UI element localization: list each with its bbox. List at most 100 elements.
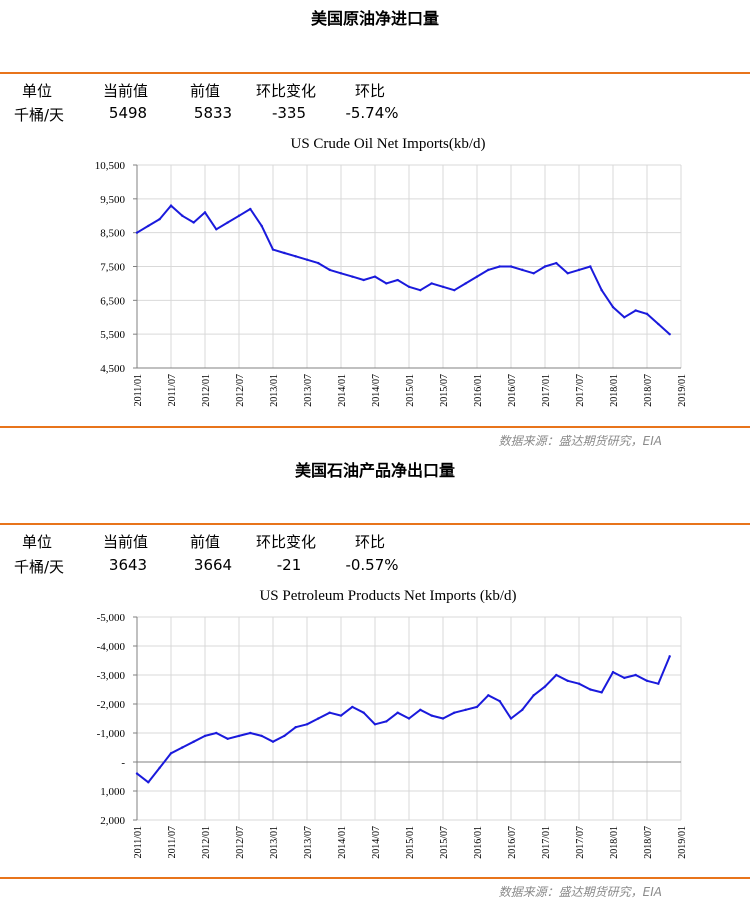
data-point	[453, 288, 456, 292]
data-point	[611, 670, 615, 674]
y-tick-label: 7,500	[100, 262, 125, 274]
products-section-title: 美国石油产品净出口量	[294, 461, 455, 480]
data-point	[135, 772, 139, 775]
x-tick-label: 2018/01	[609, 374, 620, 407]
data-point	[305, 258, 309, 261]
y-tick-label: -4,000	[97, 641, 126, 653]
data-point	[226, 221, 229, 224]
data-point	[305, 723, 309, 726]
data-point	[237, 214, 241, 217]
data-point	[396, 278, 399, 282]
y-tick-label: -2,000	[97, 699, 126, 711]
data-point	[623, 316, 626, 319]
x-tick-label: 2016/07	[507, 374, 518, 407]
data-point	[634, 309, 637, 312]
x-tick-label: 2016/01	[473, 826, 484, 859]
data-point	[158, 766, 161, 769]
data-point	[192, 221, 195, 224]
y-tick-label: 1,000	[100, 786, 125, 798]
y-tick-label: 8,500	[100, 228, 125, 240]
y-tick-label: 5,500	[100, 329, 125, 341]
data-point	[487, 694, 490, 697]
data-point	[543, 685, 547, 688]
data-point	[362, 278, 365, 282]
data-point	[351, 275, 354, 278]
x-tick-label: 2018/07	[643, 374, 654, 407]
x-tick-label: 2013/01	[269, 826, 280, 859]
data-point	[577, 682, 581, 685]
products-value-unit: 千桶/天	[14, 558, 65, 576]
data-point	[464, 282, 467, 285]
x-tick-label: 2014/07	[371, 374, 382, 407]
products-header-unit: 单位	[22, 533, 53, 551]
crude-header-current: 当前值	[103, 82, 149, 100]
data-point	[249, 731, 252, 735]
data-point	[441, 285, 445, 288]
data-point	[203, 734, 207, 738]
data-point	[509, 717, 513, 720]
x-tick-label: 2015/01	[405, 374, 416, 407]
crude-imports-chart: US Crude Oil Net Imports(kb/d) 2011/01 201…	[95, 136, 688, 407]
data-point	[555, 673, 558, 677]
data-point	[475, 275, 479, 278]
data-point	[566, 272, 569, 275]
x-tick-label: 2014/01	[337, 826, 348, 859]
data-point	[362, 711, 365, 714]
products-bottom-rule	[0, 877, 750, 879]
data-point	[181, 746, 184, 749]
x-tick-label: 2014/07	[371, 826, 382, 859]
data-point	[147, 781, 150, 784]
crude-header-pct: 环比	[355, 82, 386, 100]
data-point	[498, 265, 501, 268]
data-point	[498, 699, 501, 703]
y-tick-label: 10,500	[95, 160, 126, 172]
series-line	[136, 656, 671, 784]
data-point	[192, 740, 195, 743]
data-point	[509, 265, 513, 268]
data-point	[453, 711, 456, 714]
data-point	[657, 682, 660, 685]
data-point	[339, 714, 343, 717]
data-point	[611, 305, 615, 309]
data-point	[215, 228, 218, 231]
data-point	[203, 211, 207, 214]
data-point	[294, 255, 297, 258]
data-point	[215, 731, 218, 735]
data-point	[181, 214, 184, 217]
data-point	[600, 691, 603, 694]
data-point	[668, 333, 671, 336]
x-tick-label: 2012/01	[201, 374, 212, 407]
y-tick-label: -	[121, 757, 125, 769]
data-point	[532, 694, 535, 697]
data-point	[351, 705, 354, 709]
data-point	[419, 708, 422, 711]
data-point	[521, 708, 524, 711]
y-tick-label: 4,500	[100, 363, 125, 375]
data-point	[317, 261, 320, 265]
data-point	[430, 714, 433, 717]
data-point	[555, 261, 558, 265]
data-point	[169, 204, 173, 207]
data-point	[271, 740, 275, 743]
data-point	[158, 217, 161, 221]
x-tick-label: 2013/01	[269, 374, 280, 407]
data-point	[260, 224, 263, 228]
data-point	[634, 673, 637, 677]
x-tick-label: 2012/07	[235, 374, 246, 407]
data-point	[600, 288, 603, 292]
data-point	[283, 734, 286, 738]
data-point	[566, 679, 569, 682]
data-point	[294, 726, 297, 729]
data-point	[419, 288, 422, 292]
x-tick-label: 2018/07	[643, 826, 654, 859]
data-point	[543, 265, 547, 268]
data-point	[645, 312, 649, 316]
data-point	[441, 717, 445, 720]
y-tick-label: 9,500	[100, 194, 125, 206]
crude-value-previous: 5833	[193, 104, 233, 122]
x-tick-label: 2011/01	[133, 374, 144, 406]
crude-header-change: 环比变化	[256, 82, 317, 100]
crude-header-unit: 单位	[22, 82, 53, 100]
products-value-previous: 3664	[193, 556, 233, 574]
x-tick-label: 2015/01	[405, 826, 416, 859]
